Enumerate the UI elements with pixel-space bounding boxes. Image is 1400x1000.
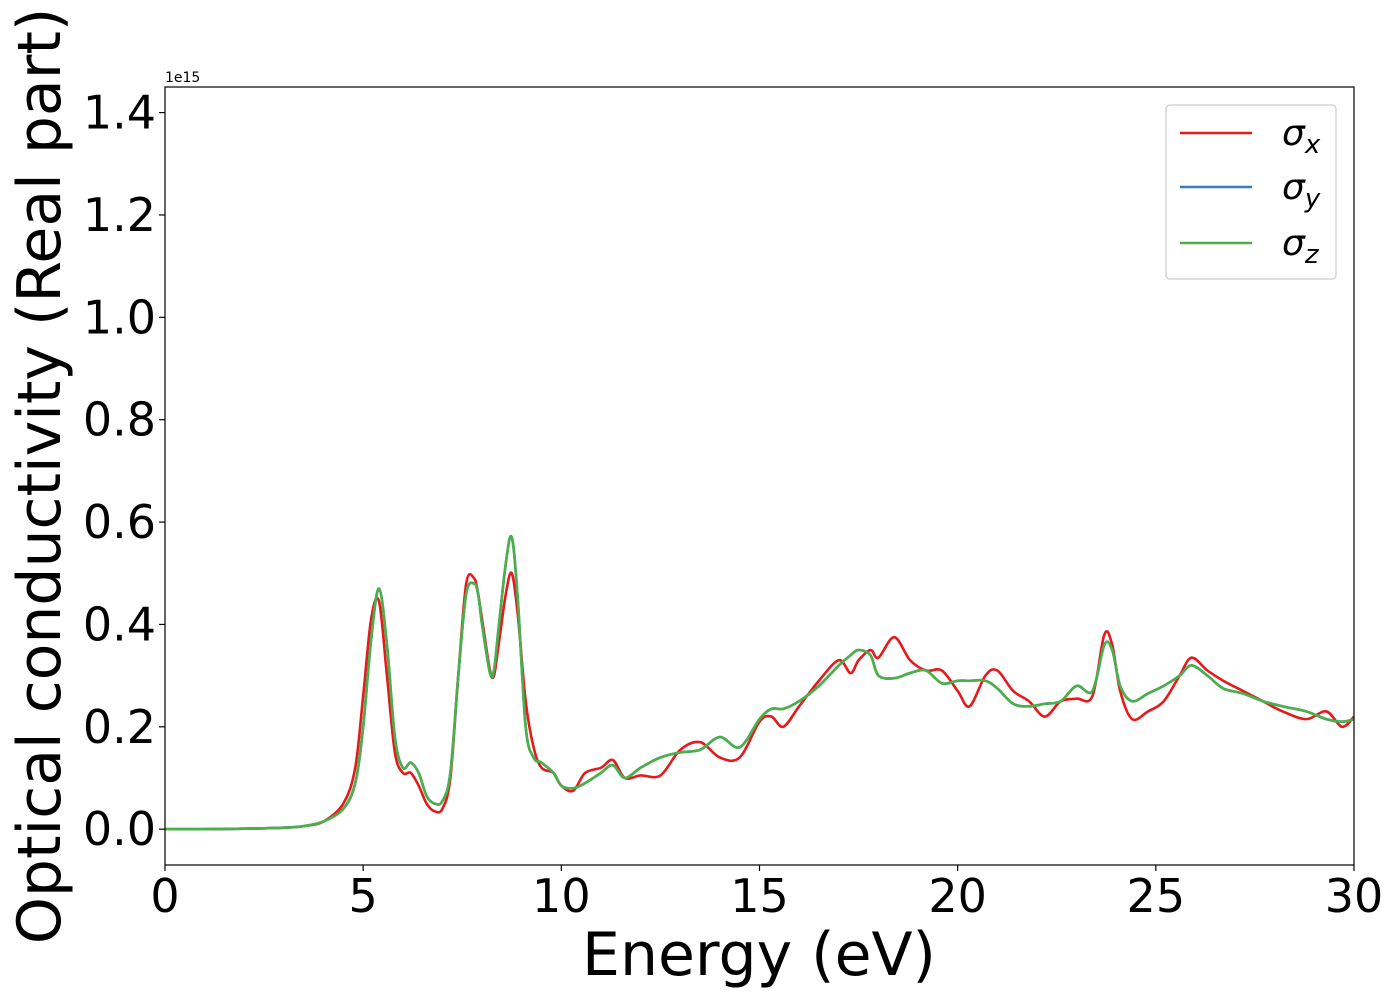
x-tick-label: 20	[928, 869, 987, 923]
x-tick-label: 10	[532, 869, 591, 923]
series-sigma-z-line	[165, 534, 1354, 831]
x-tick-label: 30	[1325, 869, 1384, 923]
legend-frame	[1165, 104, 1337, 280]
y-tick-label: 0.6	[83, 495, 156, 549]
y-tick-label: 1.2	[83, 188, 156, 242]
legend-label: σz	[1282, 223, 1320, 270]
series-layer	[165, 534, 1354, 831]
y-tick-label: 0.2	[83, 700, 156, 754]
y-tick-label: 0.8	[83, 393, 156, 447]
legend: σx σy σz	[1165, 104, 1337, 280]
y-tick-label: 1.4	[83, 86, 156, 140]
legend-label: σy	[1282, 167, 1321, 214]
x-tick-label: 25	[1127, 869, 1186, 923]
legend-label: σx	[1282, 113, 1321, 160]
x-axis-label: Energy (eV)	[582, 920, 936, 990]
y-offset-label: 1e15	[165, 70, 200, 86]
x-axis-ticks: 0 5 10 15 20 25 30	[150, 865, 1383, 923]
x-tick-label: 15	[730, 869, 789, 923]
y-tick-label: 1.0	[83, 290, 156, 344]
x-tick-label: 5	[349, 869, 378, 923]
x-tick-label: 0	[150, 869, 179, 923]
y-axis-label: Optical conductivity (Real part)	[5, 8, 75, 945]
y-axis-ticks: 0.0 0.2 0.4 0.6 0.8 1.0 1.2 1.4	[83, 86, 165, 856]
y-tick-label: 0.4	[83, 597, 156, 651]
y-tick-label: 0.0	[83, 802, 156, 856]
